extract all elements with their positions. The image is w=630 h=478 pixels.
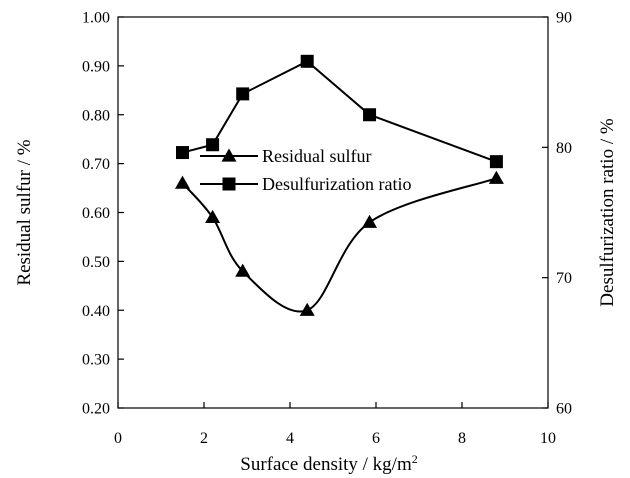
y-tick-label: 0.60 [82,205,110,222]
plot-frame [117,16,549,409]
legend-label-residual-sulfur: Residual sulfur [262,146,372,166]
series-layer [175,54,504,316]
data-point-residual-sulfur [205,209,221,224]
data-point-desulfurization-ratio [489,155,503,169]
data-point-desulfurization-ratio [300,54,314,68]
y2-tick-label: 80 [556,140,572,157]
legend: Residual sulfur Desulfurization ratio [200,146,411,194]
y2-tick-label: 90 [556,10,572,27]
axes: 0 2 4 6 8 10 0.20 0.30 0.40 0.50 0.60 0.70 0.80 0.90 1… [14,10,618,476]
y2-axis-title: Desulfurization ratio / % [597,118,618,307]
data-point-residual-sulfur [235,263,251,277]
x-tick-label: 0 [114,430,122,447]
series-line-residual-sulfur [181,177,497,313]
data-point-residual-sulfur [488,170,504,184]
y2-tick-label: 70 [556,270,572,287]
x-tick-label: 10 [540,430,556,447]
y-tick-label: 0.30 [82,352,110,369]
x-tick-label: 2 [200,430,208,447]
data-point-residual-sulfur [175,175,190,189]
data-point-residual-sulfur [362,214,378,228]
legend-marker-desulfurization-ratio [222,177,236,191]
data-point-desulfurization-ratio [206,138,220,152]
data-point-desulfurization-ratio [176,146,189,160]
x-tick-label: 8 [458,430,466,447]
y2-tick-label: 60 [556,401,572,418]
y-tick-label: 0.40 [82,303,110,320]
data-point-desulfurization-ratio [363,108,377,122]
data-point-residual-sulfur [299,302,315,316]
y-tick-label: 0.20 [82,401,110,418]
y-tick-label: 0.70 [82,156,110,173]
x-axis-title-superscript: 2 [412,452,418,466]
legend-label-desulfurization-ratio: Desulfurization ratio [262,174,411,194]
x-tick-label: 4 [286,430,294,447]
y-tick-label: 0.90 [82,58,110,75]
data-point-desulfurization-ratio [236,87,250,101]
y-tick-label: 1.00 [82,10,110,27]
y-axis-title: Residual sulfur / % [14,139,35,285]
y-tick-label: 0.80 [82,107,110,124]
x-axis-title: Surface density / kg/m2 [240,452,418,475]
x-tick-label: 6 [372,430,380,447]
y-tick-label: 0.50 [82,254,110,271]
legend-marker-residual-sulfur [221,148,237,162]
